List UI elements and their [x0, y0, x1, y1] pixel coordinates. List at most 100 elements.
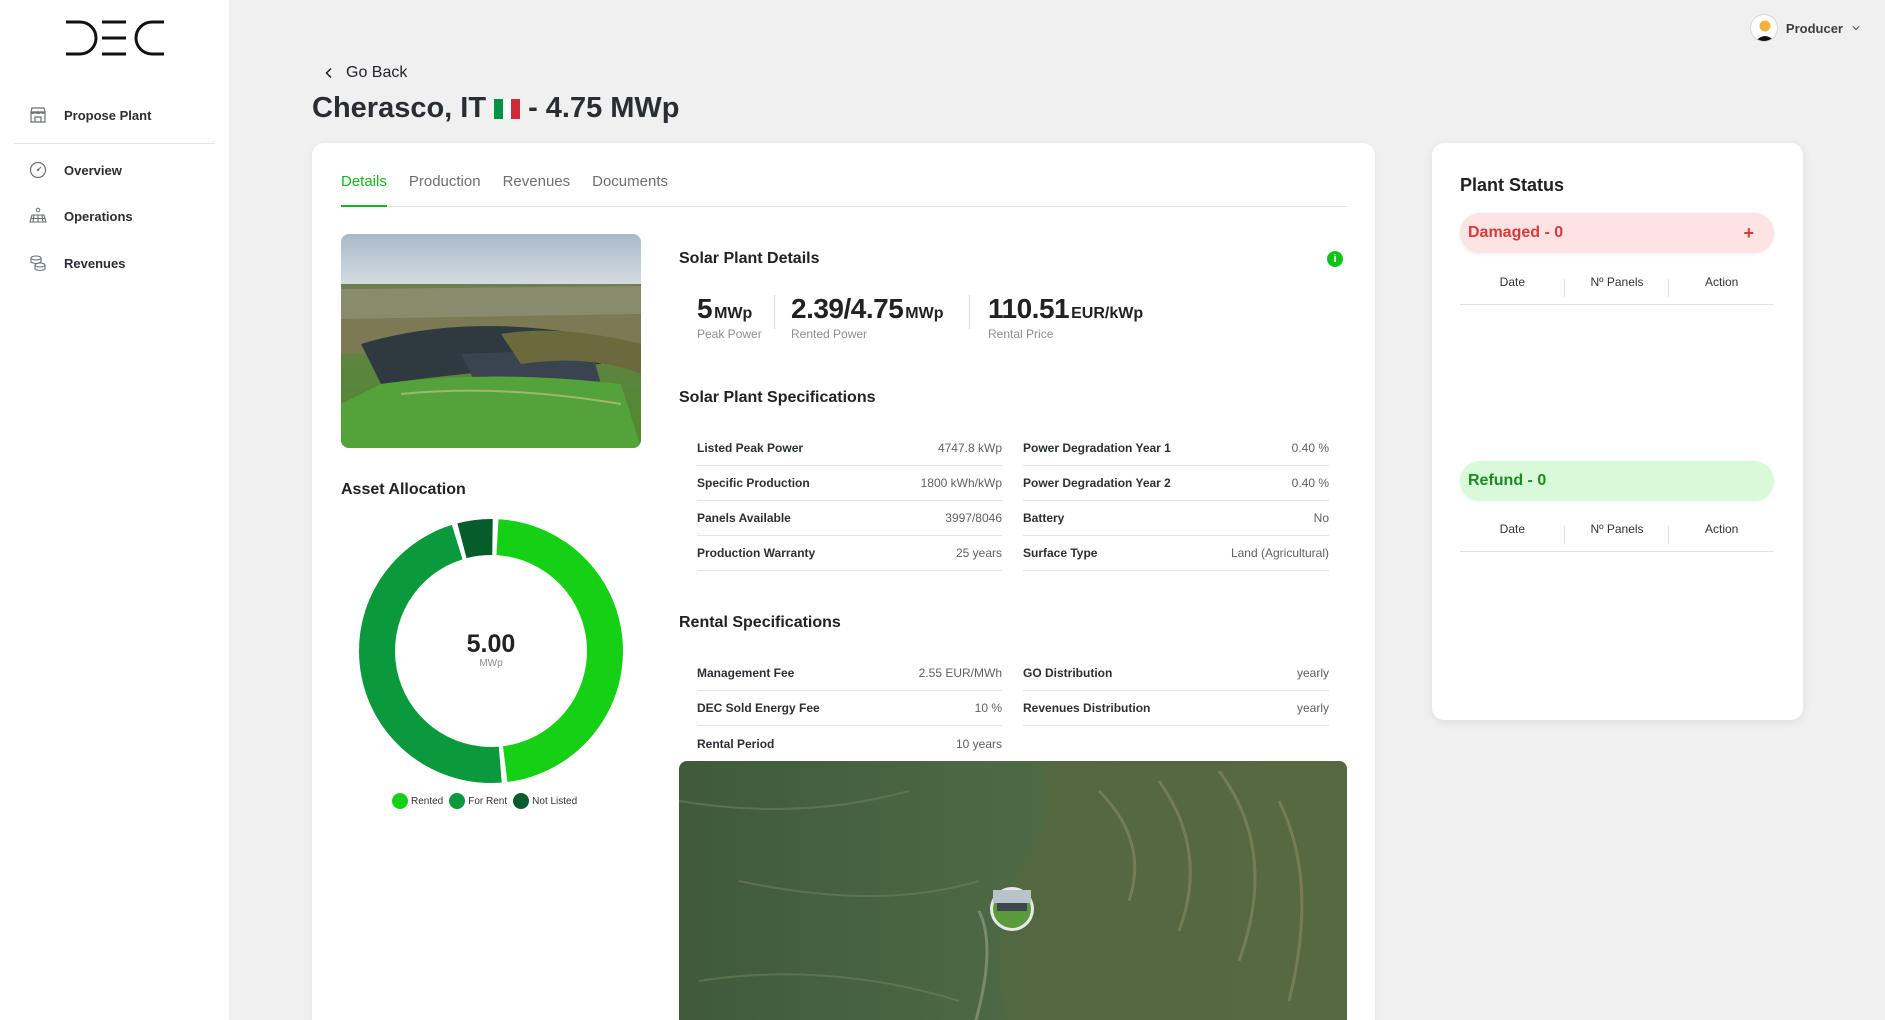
legend-swatch	[449, 793, 466, 809]
spec-row: Power Degradation Year 1 0.40 %	[1023, 431, 1329, 466]
page-title-capacity: - 4.75 MWp	[528, 92, 680, 124]
kpi-rental-price: 110.51 EUR/kWp Rental Price	[988, 293, 1143, 341]
tab-production[interactable]: Production	[408, 173, 481, 190]
user-icon	[1755, 20, 1775, 41]
spec-value: Land (Agricultural)	[1230, 546, 1329, 560]
column-header-date: Date	[1460, 512, 1565, 551]
spec-key: Panels Available	[697, 511, 791, 525]
sidebar-item-label: Operations	[64, 208, 133, 224]
spec-key: Listed Peak Power	[697, 441, 804, 455]
plant-status-title: Plant Status	[1460, 175, 1565, 195]
spec-key: Power Degradation Year 2	[1023, 476, 1171, 490]
legend-label: Not Listed	[532, 795, 578, 807]
donut-slice-for-rent[interactable]	[359, 524, 502, 783]
sidebar-item-label: Overview	[64, 162, 122, 178]
spec-value: 10 years	[955, 736, 1002, 751]
spec-value: 10 %	[974, 701, 1002, 715]
chevron-down-icon	[1852, 26, 1860, 31]
sidebar-divider	[14, 143, 215, 144]
sidebar-item-label: Revenues	[64, 255, 126, 271]
user-menu[interactable]: Producer	[1749, 14, 1861, 42]
legend-label: Rented	[411, 795, 444, 807]
spec-value: 25 years	[955, 546, 1002, 560]
kpi-divider	[774, 295, 775, 329]
legend-swatch	[513, 793, 530, 809]
tab-details[interactable]: Details	[341, 171, 387, 207]
chevron-left-icon	[325, 67, 332, 79]
kpi-label: Rented Power	[791, 327, 868, 341]
store-icon	[30, 107, 46, 123]
spec-row: Revenues Distribution yearly	[1023, 691, 1329, 726]
info-icon[interactable]: i	[1327, 251, 1343, 267]
spec-row: Power Degradation Year 2 0.40 %	[1023, 466, 1329, 501]
spec-key: Specific Production	[697, 476, 810, 490]
spec-row: Specific Production 1800 kWh/kWp	[697, 466, 1002, 501]
donut-legend: Rented For Rent Not Listed	[392, 793, 577, 809]
column-header-panels: Nº Panels	[1565, 512, 1670, 551]
sidebar: Propose Plant Overview Operations Revenu…	[0, 0, 229, 1020]
spec-row: Management Fee 2.55 EUR/MWh	[697, 656, 1002, 691]
avatar	[1749, 14, 1778, 42]
coins-icon	[30, 255, 46, 272]
spec-value: 0.40 %	[1291, 441, 1329, 455]
spec-row: Rental Period 10 years	[697, 726, 1002, 761]
donut-slice-not-listed[interactable]	[457, 519, 493, 559]
damaged-label: Damaged - 0	[1468, 224, 1564, 241]
spec-key: Management Fee	[697, 666, 795, 680]
spec-key: DEC Sold Energy Fee	[697, 701, 820, 715]
solar-plant-details-title: Solar Plant Details	[679, 250, 820, 267]
spec-value: No	[1313, 511, 1329, 525]
spec-row: Surface Type Land (Agricultural)	[1023, 536, 1329, 571]
damaged-table-header: Date Nº Panels Action	[1460, 265, 1774, 305]
refund-pill[interactable]: Refund - 0	[1460, 461, 1774, 501]
plant-status-card: Plant Status Damaged - 0 + Date Nº Panel…	[1432, 143, 1803, 720]
gauge-icon	[29, 161, 47, 179]
spec-key: Power Degradation Year 1	[1023, 441, 1171, 455]
asset-allocation-donut	[359, 519, 623, 783]
spec-value: 2.55 EUR/MWh	[918, 666, 1002, 680]
donut-slice-rented[interactable]	[496, 519, 623, 782]
tab-bar: Details Production Revenues Documents	[341, 171, 1347, 207]
spec-key: GO Distribution	[1023, 666, 1113, 680]
spec-value: yearly	[1296, 666, 1329, 680]
spec-key: Battery	[1023, 511, 1065, 525]
kpi-unit: EUR/kWp	[1071, 305, 1144, 322]
italy-flag-icon	[494, 98, 521, 119]
refund-table-header: Date Nº Panels Action	[1460, 512, 1774, 552]
plant-location-map[interactable]	[679, 761, 1347, 1020]
solar-panel-icon	[29, 207, 47, 223]
spec-key: Production Warranty	[697, 546, 816, 560]
sidebar-item-propose-plant[interactable]: Propose Plant	[28, 100, 151, 130]
spec-value: 0.40 %	[1291, 476, 1329, 490]
kpi-unit: MWp	[714, 305, 753, 322]
kpi-rented-power: 2.39/4.75 MWp Rented Power	[791, 293, 943, 341]
spec-value: 1800 kWh/kWp	[920, 476, 1002, 490]
solar-plant-specifications-title: Solar Plant Specifications	[679, 389, 876, 406]
damaged-pill[interactable]: Damaged - 0 +	[1460, 213, 1774, 253]
dec-logo[interactable]	[62, 18, 166, 58]
kpi-label: Peak Power	[697, 327, 762, 341]
add-damage-icon[interactable]: +	[1743, 222, 1754, 243]
go-back-label: Go Back	[346, 64, 408, 81]
plant-details-card: Details Production Revenues Documents As…	[312, 143, 1375, 1020]
legend-item-rented: Rented	[392, 793, 443, 809]
tab-documents[interactable]: Documents	[592, 173, 668, 190]
spec-row: Panels Available 3997/8046	[697, 501, 1002, 536]
tab-revenues[interactable]: Revenues	[502, 173, 571, 190]
rental-specifications-title: Rental Specifications	[679, 614, 841, 631]
kpi-divider	[969, 295, 970, 329]
donut-center-unit: MWp	[479, 658, 503, 669]
go-back-link[interactable]: Go Back	[324, 64, 407, 82]
spec-key: Revenues Distribution	[1023, 701, 1151, 715]
page-title-location: Cherasco, IT	[312, 92, 487, 124]
sidebar-item-overview[interactable]: Overview	[28, 155, 122, 185]
spec-value: 4747.8 kWp	[937, 441, 1002, 455]
spec-row: Battery No	[1023, 501, 1329, 536]
kpi-value: 2.39/4.75	[791, 293, 904, 324]
legend-label: For Rent	[468, 795, 508, 807]
spec-value: 3997/8046	[945, 511, 1002, 525]
column-header-action: Action	[1705, 275, 1739, 289]
sidebar-item-operations[interactable]: Operations	[28, 201, 133, 231]
spec-row: Listed Peak Power 4747.8 kWp	[697, 431, 1002, 466]
sidebar-item-revenues[interactable]: Revenues	[28, 248, 125, 278]
